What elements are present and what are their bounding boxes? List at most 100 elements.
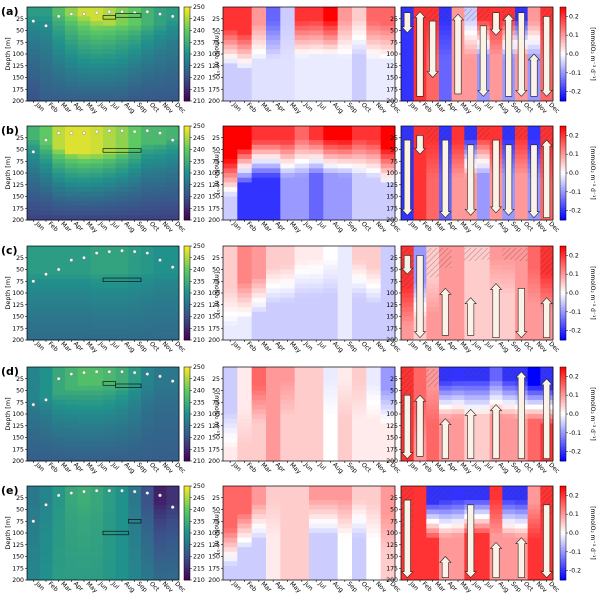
oxygen-cell xyxy=(39,126,53,132)
rate-obs-cell xyxy=(309,432,324,438)
oxygen-cell xyxy=(39,335,53,341)
rate-obs-cell xyxy=(280,86,296,92)
rate-obs-cell xyxy=(323,44,339,50)
rate-obs-cell xyxy=(380,11,396,17)
rate-colorbar-segment xyxy=(560,509,566,513)
oxygen-cell xyxy=(77,451,91,457)
rate-obs-cell xyxy=(280,409,296,415)
oxygen-cell xyxy=(90,423,104,429)
oxygen-cell xyxy=(103,49,117,55)
oxygen-cell xyxy=(166,177,180,183)
oxygen-cell xyxy=(27,423,41,429)
rate-obs-cell xyxy=(309,376,324,382)
rate-sum-cell xyxy=(413,154,427,160)
oxygen-cell xyxy=(77,321,91,327)
rate-sum-cell xyxy=(451,307,465,313)
significance-hatch xyxy=(540,248,553,276)
rate-obs-cell xyxy=(223,509,238,515)
ox-colorbar-tick-label: 240 xyxy=(193,267,205,274)
oxygen-cell xyxy=(166,173,180,179)
rate-obs-cell xyxy=(223,385,238,391)
oxygen-cell xyxy=(153,91,167,97)
rate-obs-cell xyxy=(366,163,382,169)
oxygen-cell xyxy=(65,330,79,336)
rate-obs-cell xyxy=(294,168,310,174)
oxygen-cell xyxy=(141,269,155,275)
ox-colorbar-segment xyxy=(184,528,190,532)
rate-sum-cell xyxy=(401,72,415,78)
rate-sum-cell xyxy=(451,250,465,256)
oxygen-cell xyxy=(90,140,104,146)
rate-obs-cell xyxy=(266,428,281,434)
y-tick-label: 150 xyxy=(386,554,398,561)
rate-colorbar-segment xyxy=(560,309,566,313)
oxygen-cell xyxy=(65,63,79,69)
oxygen-cell xyxy=(115,495,129,501)
ox-colorbar-tick-label: 220 xyxy=(193,75,205,82)
y-tick-label: 50 xyxy=(16,267,24,274)
rate-obs-cell xyxy=(266,321,281,327)
rate-colorbar-segment xyxy=(560,500,566,503)
oxygen-cell xyxy=(52,163,66,169)
rate-sum-cell xyxy=(527,283,541,289)
rate-obs-cell xyxy=(280,25,296,31)
rate-sum-cell xyxy=(426,187,440,193)
y-tick-label: 50 xyxy=(212,507,220,514)
rate-obs-cell xyxy=(366,376,382,382)
oxygen-cell xyxy=(52,260,66,266)
oxygen-cell xyxy=(27,390,41,396)
rate-obs-cell xyxy=(223,215,238,221)
oxygen-cell xyxy=(27,311,41,317)
rate-obs-cell xyxy=(366,528,382,534)
rate-obs-cell xyxy=(280,423,296,429)
rate-sum-cell xyxy=(413,182,427,188)
rate-obs-cell xyxy=(337,565,353,571)
rate-obs-cell xyxy=(366,278,382,284)
rate-sum-cell xyxy=(502,288,516,294)
oxygen-cell xyxy=(52,25,66,31)
rate-obs-cell xyxy=(223,149,238,155)
ox-colorbar-segment xyxy=(184,544,190,548)
oxygen-cell xyxy=(141,509,155,515)
rate-colorbar-segment xyxy=(560,411,566,415)
ox-colorbar-segment xyxy=(184,432,190,436)
ox-colorbar-segment xyxy=(184,451,190,455)
rate-obs-cell xyxy=(352,54,367,60)
oxygen-cell xyxy=(128,437,142,443)
ox-colorbar-segment xyxy=(184,189,190,193)
rate-obs-cell xyxy=(251,7,267,13)
oxygen-cell xyxy=(141,385,155,391)
ox-colorbar-segment xyxy=(184,446,190,450)
rate-obs-cell xyxy=(380,528,396,534)
oxygen-cell xyxy=(103,316,117,322)
rate-obs-cell xyxy=(337,381,353,387)
rate-sum-cell xyxy=(477,325,491,331)
x-tick-label: Dec xyxy=(547,580,561,594)
oxygen-cell xyxy=(52,542,66,548)
x-tick-label: Jul xyxy=(109,101,120,112)
rate-obs-cell xyxy=(352,126,367,132)
oxygen-cell xyxy=(90,490,104,496)
rate-obs-cell xyxy=(251,414,267,420)
rate-obs-cell xyxy=(380,514,396,520)
rate-obs-cell xyxy=(223,311,238,317)
oxygen-cell xyxy=(153,25,167,31)
ox-colorbar-tick-label: 230 xyxy=(193,530,205,537)
rate-sum-cell xyxy=(426,182,440,188)
oxygen-cell xyxy=(103,201,117,207)
oxygen-cell xyxy=(27,255,41,261)
oxygen-cell xyxy=(115,390,129,396)
oxygen-cell xyxy=(128,191,142,197)
x-tick-label: Jul xyxy=(316,461,327,472)
x-tick-label: Apr xyxy=(446,220,459,233)
rate-obs-cell xyxy=(309,542,324,548)
oxygen-cell xyxy=(39,451,53,457)
rate-obs-cell xyxy=(237,72,253,78)
rate-sum-cell xyxy=(426,414,440,420)
oxygen-cell xyxy=(115,500,129,506)
oxygen-cell xyxy=(103,96,117,102)
x-tick-label: Jan xyxy=(230,580,242,592)
rate-obs-cell xyxy=(251,570,267,576)
rate-obs-cell xyxy=(309,187,324,193)
rate-obs-cell xyxy=(337,293,353,299)
